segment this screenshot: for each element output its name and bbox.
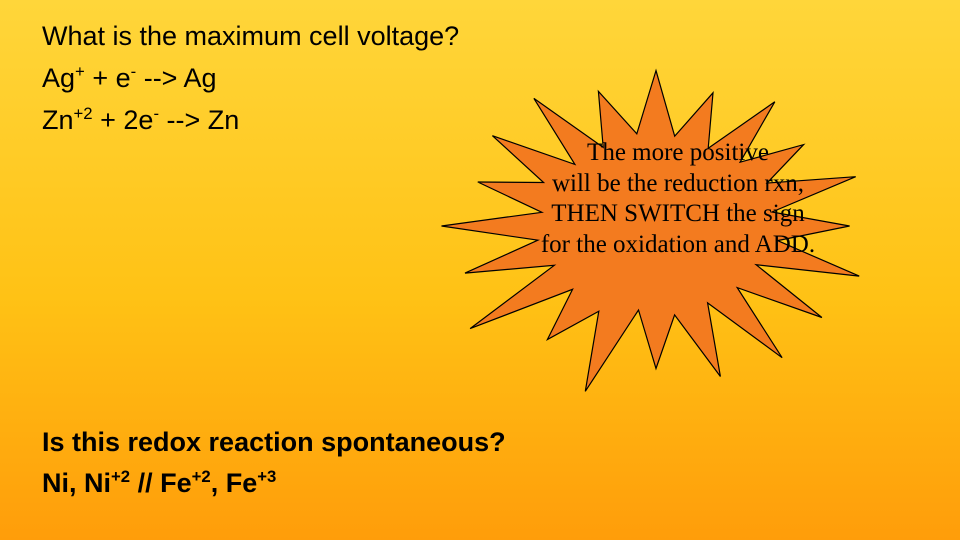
eq2-lhs-charge: +2 [74,104,93,123]
question-2-cells: Ni, Ni+2 // Fe+2, Fe+3 [42,463,506,504]
q2-c: Fe [160,468,192,498]
question-2-text: Is this redox reaction spontaneous? [42,422,506,463]
q2-c-charge: +2 [192,467,211,486]
q2-d-charge: +3 [257,467,276,486]
q2-div: // [130,468,160,498]
eq1-rhs: Ag [183,63,216,93]
q2-b: Ni [84,468,111,498]
eq1-e-base: e [116,63,131,93]
question-2-block: Is this redox reaction spontaneous? Ni, … [42,422,506,503]
eq1-lhs-charge: + [75,62,85,81]
eq2-rhs: Zn [208,105,240,135]
eq1-lhs-species: Ag [42,63,75,93]
callout-text: The more positive will be the reduction … [466,138,890,260]
callout-starburst: The more positive will be the reduction … [356,46,956,406]
eq2-arrow: --> [159,105,208,135]
q2-a: Ni [42,468,69,498]
eq1-plus: + [85,63,116,93]
q2-d: Fe [226,468,258,498]
q2-sep2: , [211,468,226,498]
callout-line-1: The more positive [587,139,769,166]
q2-sep1: , [69,468,84,498]
q2-b-charge: +2 [111,467,130,486]
slide: What is the maximum cell voltage? Ag+ + … [0,0,960,540]
eq2-e-base: e [138,105,153,135]
callout-line-3: THEN SWITCH the sign [551,200,804,227]
eq2-plus: + [93,105,124,135]
eq2-e-coeff: 2 [123,105,138,135]
eq2-lhs-species: Zn [42,105,74,135]
callout-line-4: for the oxidation and ADD. [541,231,815,258]
eq1-arrow: --> [136,63,183,93]
callout-line-2: will be the reduction rxn, [552,170,804,197]
